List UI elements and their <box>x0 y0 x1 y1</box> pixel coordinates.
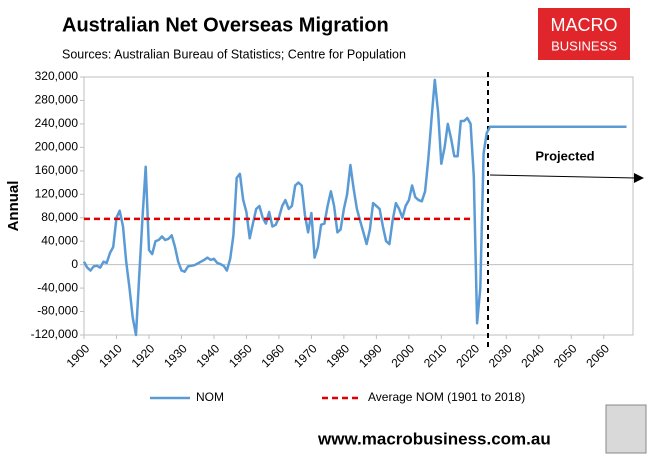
annotation-arrowhead <box>634 173 644 183</box>
x-tick-label: 1990 <box>356 341 385 370</box>
y-tick-label: -80,000 <box>37 304 78 318</box>
y-tick-label: 200,000 <box>35 140 79 154</box>
x-tick-label: 1950 <box>226 341 255 370</box>
y-axis-label: Annual <box>5 181 22 232</box>
x-tick-label: 1930 <box>161 341 190 370</box>
x-tick-label: 2060 <box>583 341 612 370</box>
series-line <box>82 78 627 337</box>
annotation-arrow <box>489 174 637 179</box>
annotation: Projected <box>535 148 594 163</box>
y-tick-label: 240,000 <box>35 116 79 130</box>
website: www.macrobusiness.com.au <box>317 429 551 448</box>
x-tick-label: 1970 <box>291 341 320 370</box>
x-tick-label: 2010 <box>421 341 450 370</box>
x-tick-label: 2020 <box>453 341 482 370</box>
x-tick-label: 1980 <box>323 341 352 370</box>
plot-frame <box>83 76 634 336</box>
logo <box>538 8 630 60</box>
logo-text: MACRO <box>551 15 618 35</box>
x-tick-label: 1920 <box>129 341 158 370</box>
legend-label: Average NOM (1901 to 2018) <box>368 390 525 404</box>
y-tick-label: 80,000 <box>41 210 78 224</box>
x-tick-label: 1940 <box>194 341 223 370</box>
x-tick-label: 1910 <box>96 341 125 370</box>
y-tick-label: 320,000 <box>35 69 79 83</box>
x-tick-label: 2050 <box>551 341 580 370</box>
y-tick-label: 120,000 <box>35 186 79 200</box>
chart-title: Australian Net Overseas Migration <box>62 14 389 36</box>
chart-subtitle: Sources: Australian Bureau of Statistics… <box>62 47 406 61</box>
y-tick-label: 0 <box>71 257 78 271</box>
x-tick-label: 2000 <box>388 341 417 370</box>
y-tick-label: 280,000 <box>35 93 79 107</box>
legend-label: NOM <box>196 390 224 404</box>
y-tick-label: 40,000 <box>41 233 78 247</box>
logo-icon <box>605 404 647 454</box>
x-tick-label: 1960 <box>258 341 287 370</box>
x-tick-label: 2040 <box>518 341 547 370</box>
y-tick-label: 160,000 <box>35 163 79 177</box>
y-tick-label: -120,000 <box>31 327 79 341</box>
logo-text: BUSINESS <box>551 38 617 53</box>
x-tick-label: 2030 <box>486 341 515 370</box>
y-tick-label: -40,000 <box>37 280 78 294</box>
x-tick-label: 1900 <box>64 341 93 370</box>
